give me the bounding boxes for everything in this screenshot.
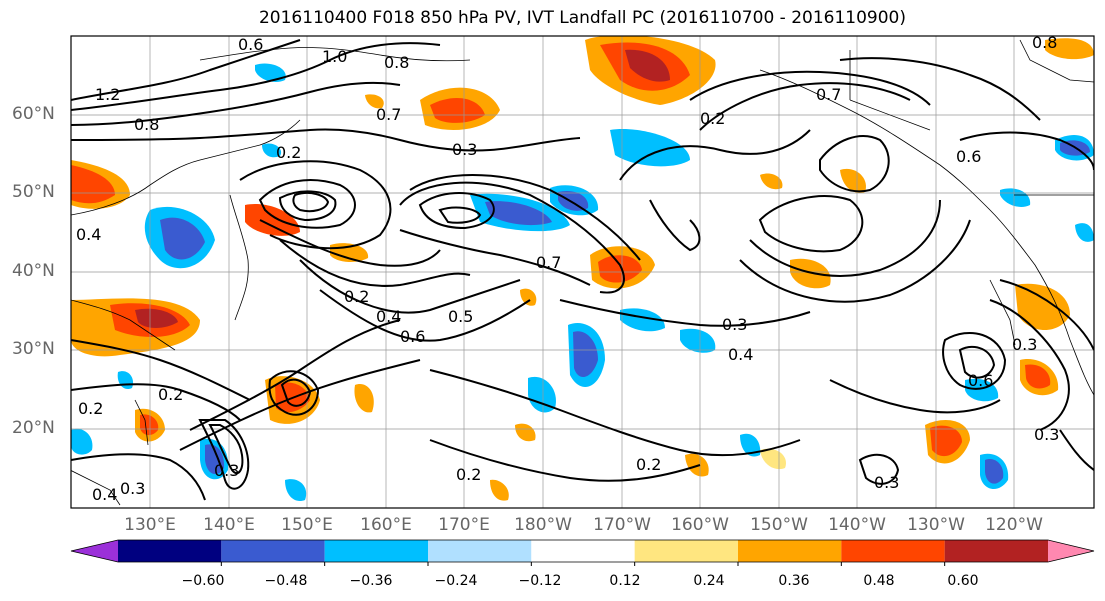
colorbar-segment: [428, 540, 532, 562]
lat-label: 60°N: [12, 104, 55, 124]
colorbar-segment: [841, 540, 945, 562]
lat-label: 40°N: [12, 261, 55, 281]
contour-label: 0.6: [238, 35, 263, 54]
colorbar-tick-label: 0.48: [863, 573, 895, 589]
colorbar-outline: [70, 539, 1095, 563]
lon-label: 130°E: [124, 515, 176, 535]
colorbar-tick-label: 0.36: [778, 573, 810, 589]
contour-label: 1.2: [95, 85, 120, 104]
colorbar-segment: [118, 540, 222, 562]
contour-label: 0.4: [728, 345, 753, 364]
contour-label: 0.4: [76, 225, 101, 244]
contour-label: 0.8: [134, 115, 159, 134]
contour-label: 0.2: [456, 465, 481, 484]
contour-label: 0.2: [344, 287, 369, 306]
lat-label: 50°N: [12, 182, 55, 202]
lon-label: 130°W: [907, 515, 965, 535]
contour-label: 0.2: [636, 455, 661, 474]
colorbar-tick-label: −0.60: [181, 573, 225, 589]
map-frame: [70, 35, 1095, 509]
colorbar-segment: [634, 540, 738, 562]
contour-label: 0.3: [214, 461, 239, 480]
contour-label: 0.6: [956, 147, 981, 166]
contour-label: 0.2: [158, 385, 183, 404]
lon-label: 170°E: [438, 515, 490, 535]
contour-lines: [71, 39, 1094, 501]
lon-label: 170°W: [593, 515, 651, 535]
contour-label: 0.2: [78, 399, 103, 418]
colorbar: [70, 539, 1095, 566]
lon-label: 150°E: [281, 515, 333, 535]
contour-label: 0.6: [968, 371, 993, 390]
contour-label: 0.3: [1012, 335, 1037, 354]
contour-label: 0.2: [276, 143, 301, 162]
contour-label: 0.3: [722, 315, 747, 334]
colorbar-tick-label: −0.24: [434, 573, 478, 589]
lon-label: 140°E: [203, 515, 255, 535]
colorbar-tick-label: −0.36: [349, 573, 393, 589]
lon-label: 140°W: [828, 515, 886, 535]
colorbar-segment: [944, 540, 1048, 562]
graticule: [71, 36, 1094, 508]
contour-label: 0.3: [120, 479, 145, 498]
lon-label: 160°E: [360, 515, 412, 535]
contour-label: 0.3: [452, 140, 477, 159]
contour-label: 0.7: [816, 85, 841, 104]
contour-label: 0.2: [700, 109, 725, 128]
contour-label: 0.5: [448, 307, 473, 326]
lon-label: 180°W: [514, 515, 572, 535]
contour-label: 0.4: [92, 485, 117, 504]
contour-label: 0.8: [384, 53, 409, 72]
contour-label: 0.6: [400, 327, 425, 346]
contour-label: 0.7: [536, 253, 561, 272]
contour-label: 0.7: [376, 105, 401, 124]
contour-label: 0.8: [1032, 33, 1057, 52]
contour-label: 0.3: [874, 473, 899, 492]
lon-label: 120°W: [985, 515, 1043, 535]
pv-shading: [71, 36, 1094, 502]
colorbar-segment: [738, 540, 842, 562]
colorbar-segment: [71, 540, 118, 562]
contour-value-labels: 1.0 0.8 0.6 1.2 0.8 0.7 0.3 0.2 0.7 0.3 …: [76, 33, 1059, 504]
colorbar-segment: [531, 540, 635, 562]
colorbar-tick-label: 0.60: [947, 573, 979, 589]
contour-label: 1.0: [322, 47, 347, 66]
lat-label: 30°N: [12, 339, 55, 359]
map-title: 2016110400 F018 850 hPa PV, IVT Landfall…: [258, 8, 906, 28]
colorbar-segment: [221, 540, 325, 562]
lon-label: 160°W: [671, 515, 729, 535]
colorbar-segment: [324, 540, 428, 562]
contour-label: 0.3: [1034, 425, 1059, 444]
colorbar-tick-label: 0.12: [609, 573, 641, 589]
coastlines: [71, 39, 1094, 506]
colorbar-segment: [1048, 540, 1094, 562]
lat-label: 20°N: [12, 418, 55, 438]
colorbar-tick-label: −0.48: [264, 573, 308, 589]
contour-label: 0.4: [376, 307, 401, 326]
lon-label: 150°W: [750, 515, 808, 535]
colorbar-tick-label: −0.12: [518, 573, 562, 589]
colorbar-tick-label: 0.24: [693, 573, 725, 589]
